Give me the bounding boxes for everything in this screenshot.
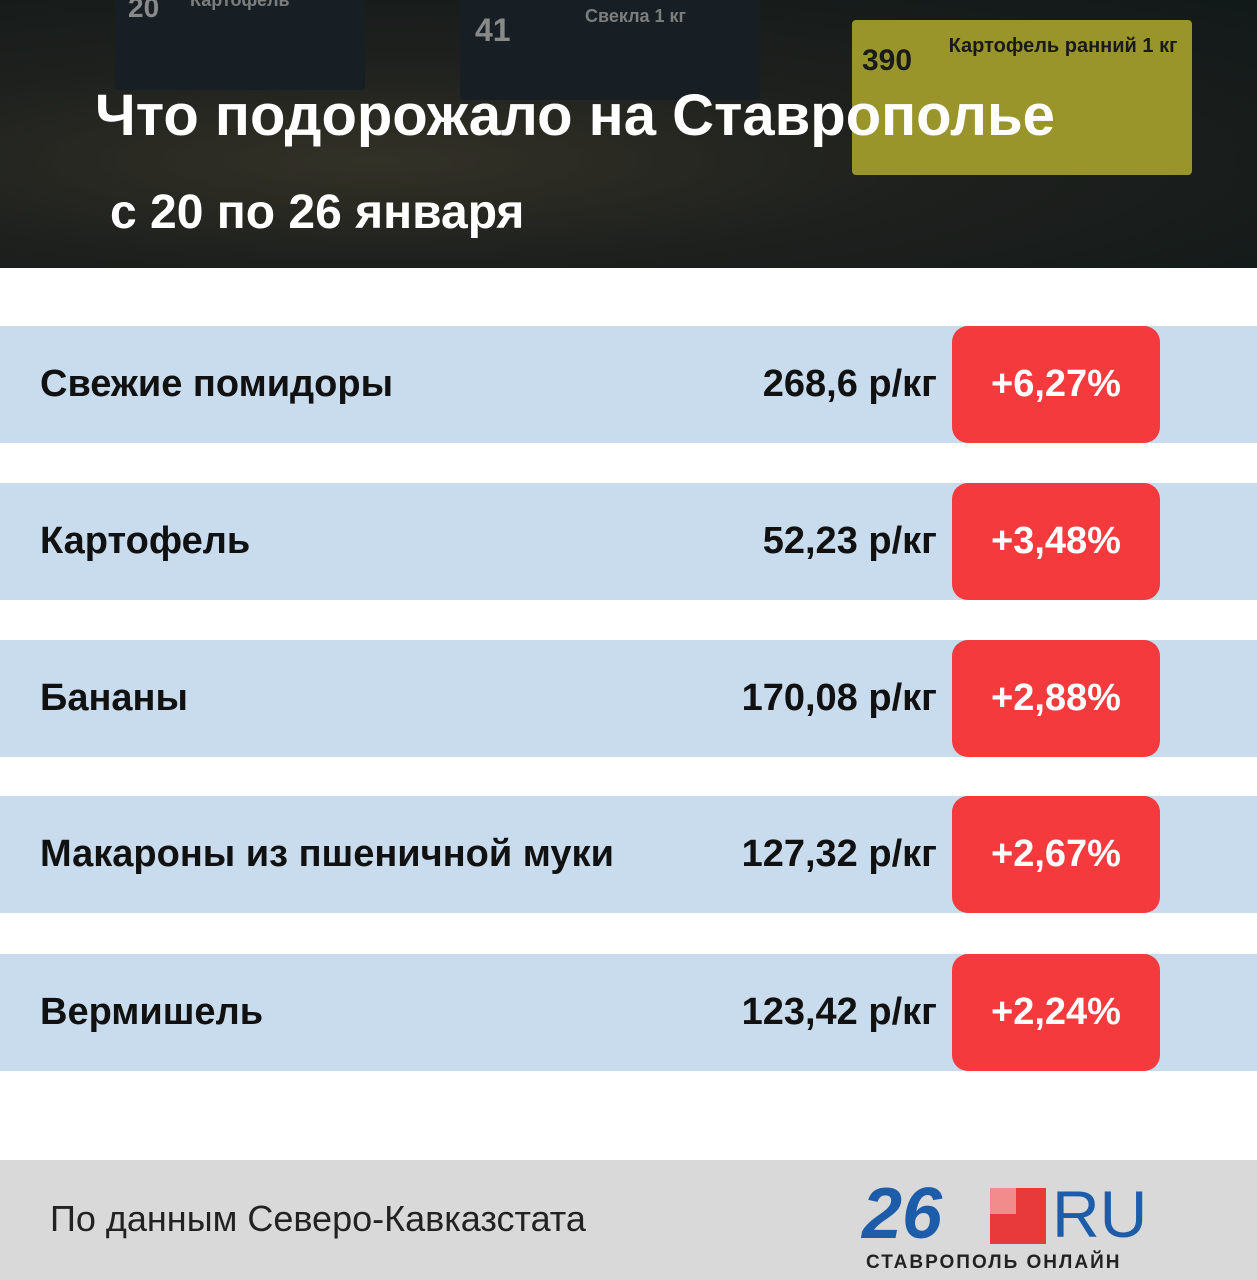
change-badge: +2,24% — [952, 954, 1160, 1071]
table-row: Макароны из пшеничной муки 127,32 р/кг +2,… — [0, 796, 1257, 913]
price-tag — [115, 0, 365, 90]
source: По данным Северо-Кавказстата — [50, 1198, 586, 1239]
photo-tag: 390 — [862, 44, 913, 77]
photo-tag: Картофель ранний 1 кг — [948, 35, 1178, 57]
photo-overlay — [0, 0, 1257, 268]
photo-tag: Картофель — [190, 0, 290, 10]
change-badge: +2,67% — [952, 796, 1160, 913]
logo-square — [990, 1188, 1046, 1244]
table-row: Картофель 52,23 р/кг +3,48% — [0, 483, 1257, 600]
table-row: Свежие помидоры 268,6 р/кг +6,27% — [0, 326, 1257, 443]
price: 123,42 р/кг — [741, 991, 937, 1033]
logo-square-part — [990, 1188, 1016, 1214]
change-badge: +2,88% — [952, 640, 1160, 757]
photo-tag: 41 — [475, 12, 511, 48]
footer: По данным Северо-Кавказстата 26 RU СТАВР… — [0, 1160, 1257, 1280]
logo-domain: RU — [1052, 1177, 1148, 1251]
price-tag — [460, 0, 760, 100]
product-name: Свежие помидоры — [40, 363, 394, 405]
product-name: Вермишель — [40, 991, 264, 1033]
title: Что подорожало на Ставрополье — [95, 83, 1055, 148]
price-tag — [852, 20, 1192, 175]
product-name: Бананы — [40, 677, 188, 719]
price: 170,08 р/кг — [741, 677, 937, 719]
photo-tag: Свекла 1 кг — [585, 6, 687, 26]
product-name: Макароны из пшеничной муки — [40, 833, 614, 875]
photo-tag: 20 — [128, 0, 160, 23]
table-row: Бананы 170,08 р/кг +2,88% — [0, 640, 1257, 757]
product-name: Картофель — [40, 520, 251, 562]
price: 52,23 р/кг — [762, 520, 937, 562]
subtitle: с 20 по 26 января — [110, 186, 525, 239]
logo-caption: СТАВРОПОЛЬ ОНЛАЙН — [866, 1252, 1122, 1273]
price: 268,6 р/кг — [762, 363, 937, 405]
change-badge: +6,27% — [952, 326, 1160, 443]
table-row: Вермишель 123,42 р/кг +2,24% — [0, 954, 1257, 1071]
header-photo: 20 Картофель 41 Свекла 1 кг 390 Картофел… — [0, 0, 1257, 268]
change-badge: +3,48% — [952, 483, 1160, 600]
price: 127,32 р/кг — [741, 833, 937, 875]
logo-number: 26 — [862, 1174, 943, 1254]
